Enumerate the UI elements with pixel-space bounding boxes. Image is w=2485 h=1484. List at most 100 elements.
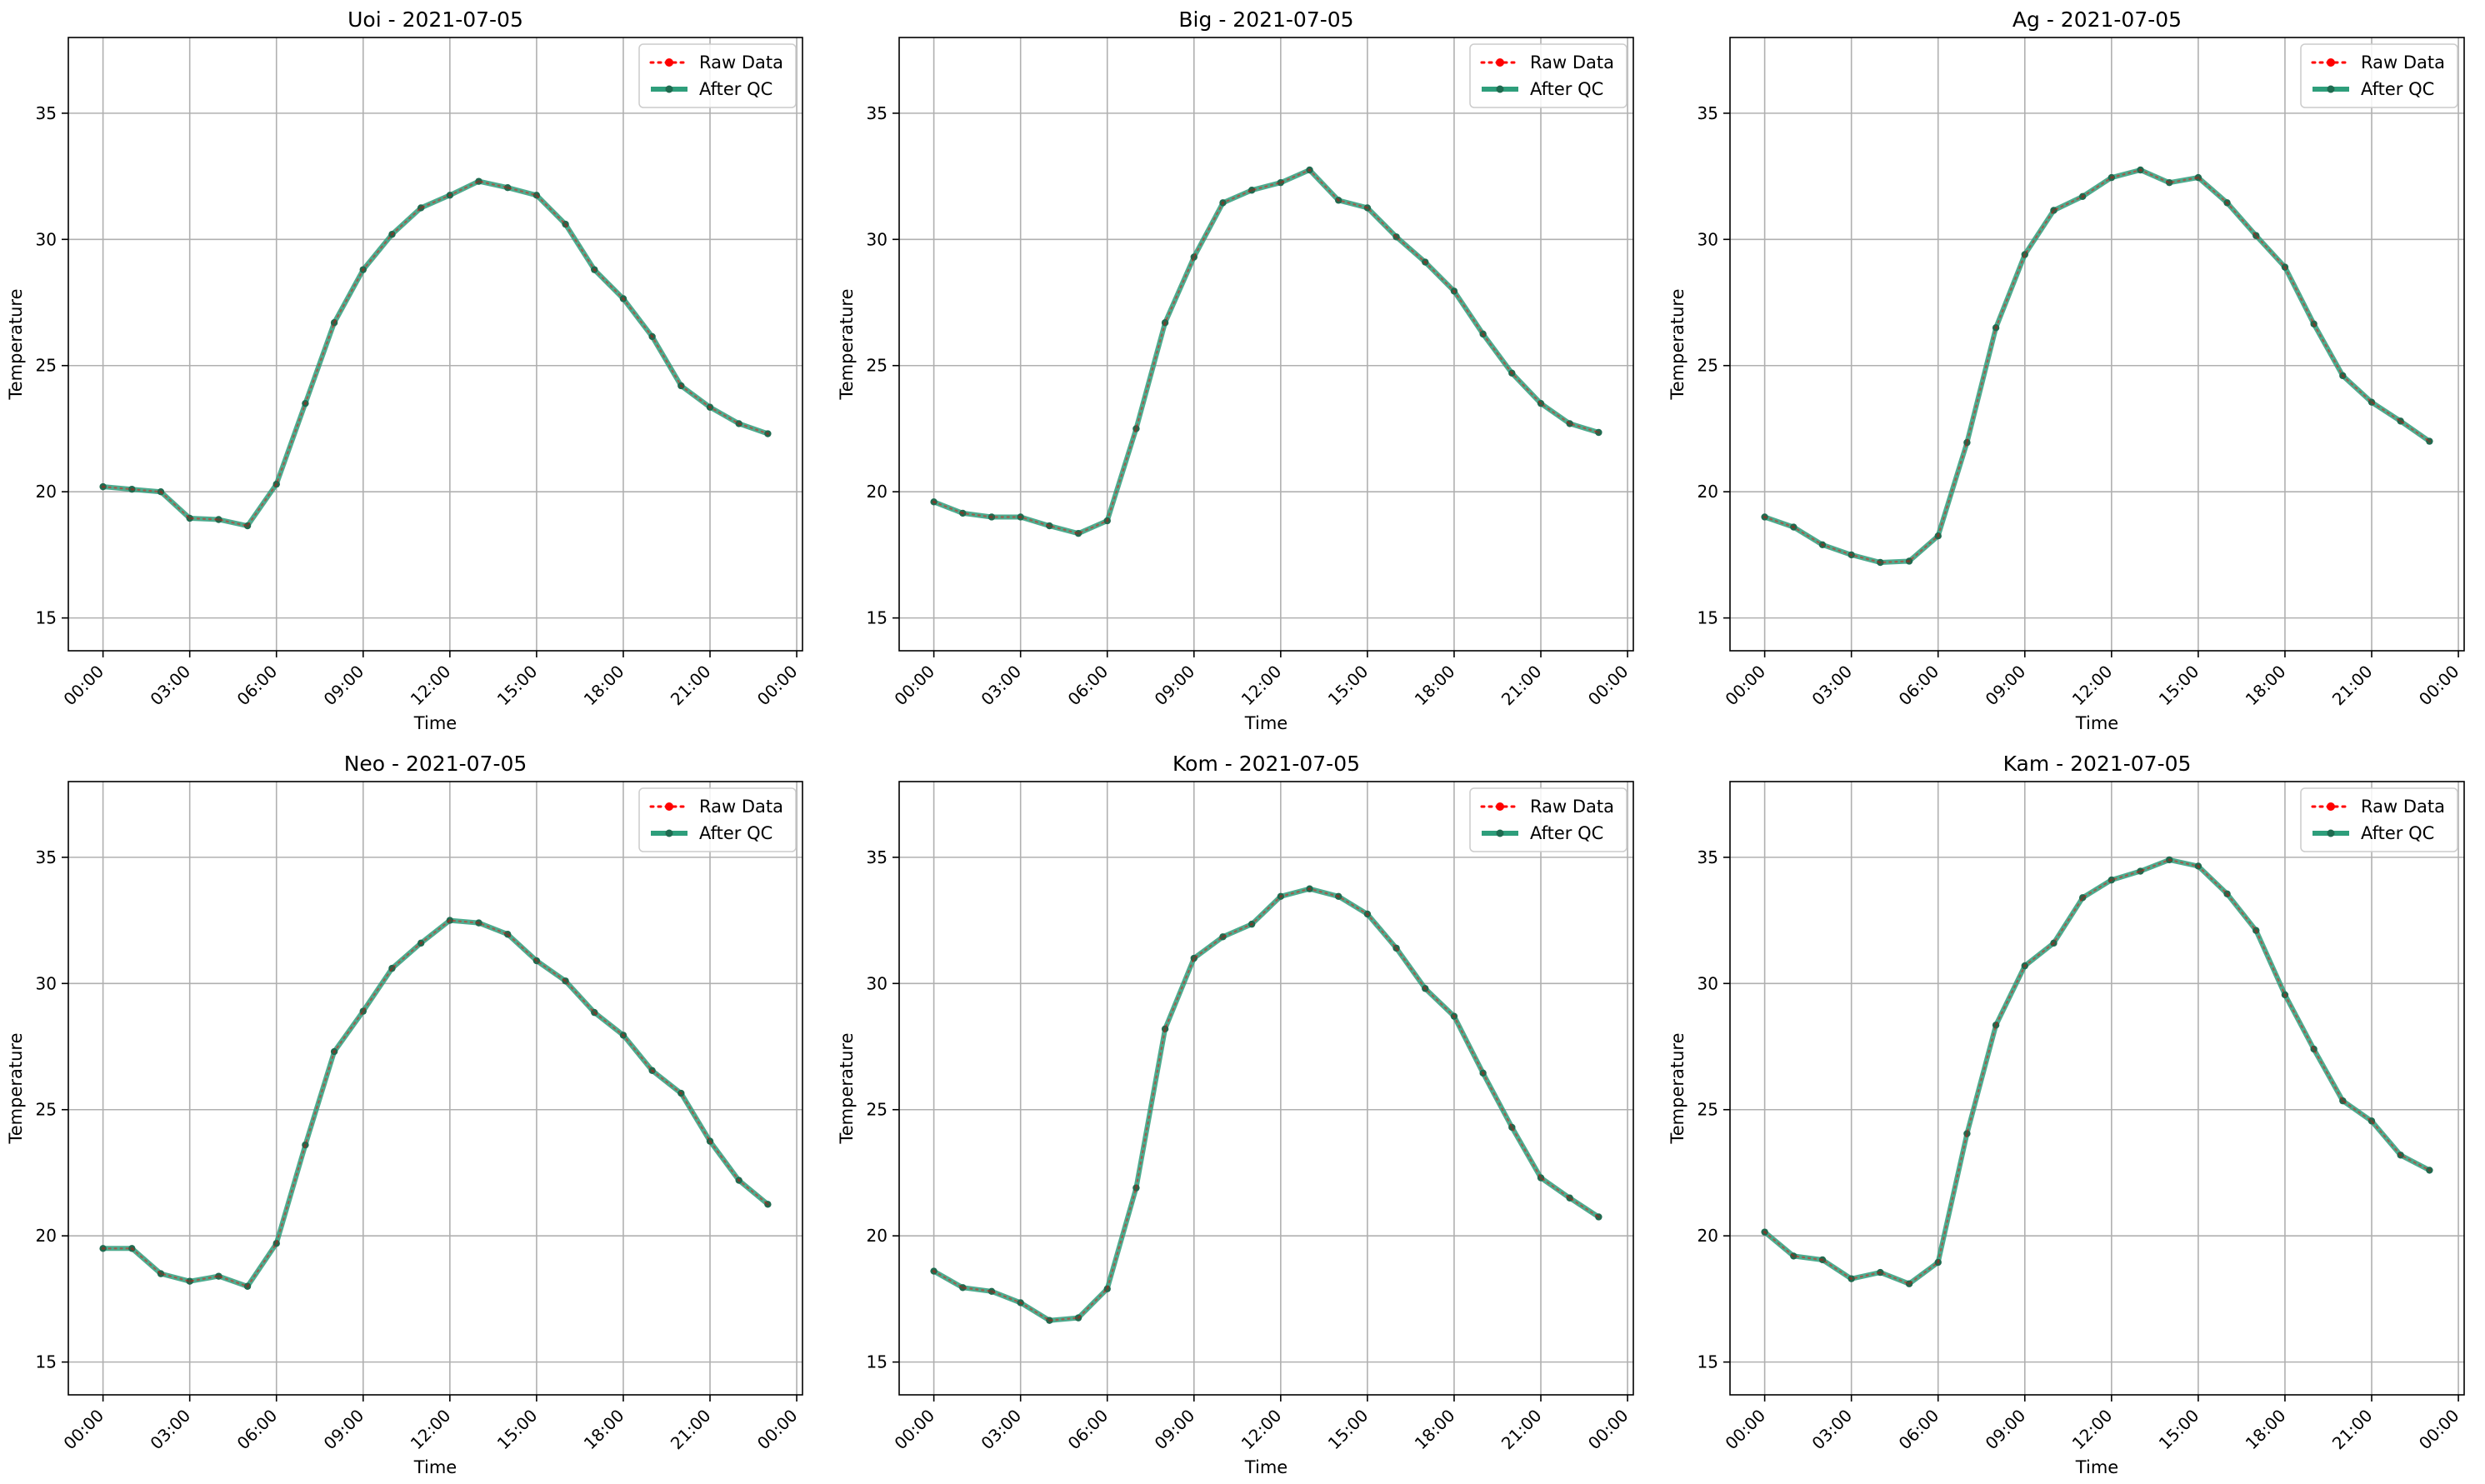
y-tick-label: 25 (867, 1100, 888, 1120)
y-tick-label: 30 (36, 229, 57, 249)
subplot-title: Kom - 2021-07-05 (1172, 752, 1360, 776)
raw-data-point (1568, 1196, 1572, 1200)
raw-data-point (1308, 887, 1312, 891)
raw-data-point (1965, 1132, 1969, 1136)
x-tick-label: 18:00 (1411, 662, 1459, 710)
raw-data-point (2168, 181, 2172, 184)
legend-qc-label: After QC (2361, 823, 2434, 843)
raw-data-point (1821, 1258, 1824, 1262)
raw-data-point (332, 1050, 336, 1053)
raw-data-point (961, 1286, 965, 1290)
raw-data-point (1279, 895, 1282, 898)
y-tick-label: 25 (1698, 1100, 1718, 1120)
axes-frame (68, 781, 803, 1396)
legend-qc-label: After QC (699, 823, 772, 843)
legend-qc-label: After QC (1530, 79, 1603, 99)
raw-data-point (1568, 422, 1572, 426)
raw-data-point (2428, 1168, 2432, 1172)
after-qc-line (1762, 857, 2432, 1287)
raw-data-point (737, 422, 741, 426)
raw-data-point (932, 500, 936, 504)
raw-data-point (1192, 957, 1196, 960)
y-tick-label: 15 (36, 1352, 57, 1372)
raw-data-point (1279, 181, 1282, 184)
legend-raw-label: Raw Data (1530, 52, 1614, 72)
x-tick-label: 21:00 (1498, 1406, 1546, 1454)
x-tick-label: 15:00 (2155, 1406, 2203, 1454)
after-qc-line (931, 167, 1602, 537)
raw-data-point (679, 1092, 683, 1095)
raw-data-point (159, 490, 162, 493)
x-tick-label: 06:00 (1895, 662, 1943, 710)
raw-data-point (2312, 322, 2316, 326)
grid (899, 37, 1633, 651)
x-tick-label: 06:00 (1895, 1406, 1943, 1454)
after-qc-line (1762, 167, 2432, 565)
series-raw-data (1762, 858, 2432, 1286)
raw-data-point (477, 179, 481, 183)
axes-frame (68, 37, 803, 652)
raw-data-point (2081, 896, 2084, 900)
x-tick-label: 15:00 (2155, 662, 2203, 710)
raw-data-point (961, 512, 965, 515)
raw-data-point (679, 384, 683, 387)
raw-data-point (506, 186, 510, 190)
raw-data-point (303, 402, 308, 405)
subplot-5: Kom - 2021-07-05 00:00 03:00 06:00 09:00 12:0… (837, 752, 1634, 1477)
raw-data-point (217, 1274, 221, 1278)
y-tick-label: 35 (36, 847, 57, 867)
raw-data-point (361, 1009, 365, 1013)
x-tick-label: 00:00 (890, 662, 938, 710)
grid (899, 782, 1633, 1395)
raw-data-point (448, 193, 452, 197)
raw-data-point (1481, 332, 1485, 336)
raw-data-point (990, 1290, 993, 1293)
subplot-4: Neo - 2021-07-05 00:00 03:00 06:00 09:00 12:0… (6, 752, 803, 1477)
y-tick-label: 15 (867, 608, 888, 628)
x-tick-label: 03:00 (1808, 662, 1856, 710)
raw-data-point (650, 1068, 654, 1072)
legend-raw-label: Raw Data (2361, 797, 2445, 817)
y-tick-label: 30 (1698, 229, 1718, 249)
y-tick-label: 20 (867, 1226, 888, 1246)
raw-data-point (990, 515, 993, 519)
y-tick-label: 30 (1698, 973, 1718, 993)
legend-raw-marker (665, 802, 673, 811)
legend-qc-marker (2327, 829, 2335, 837)
raw-data-point (2110, 176, 2113, 179)
legend: Raw Data After QC (1469, 43, 1628, 108)
y-axis-label: Temperature (837, 1032, 857, 1144)
raw-data-point (1077, 532, 1080, 535)
legend-qc-marker (2327, 85, 2335, 93)
y-tick-label: 20 (36, 482, 57, 502)
raw-data-point (390, 967, 394, 970)
raw-data-point (188, 517, 192, 520)
raw-data-point (1510, 1126, 1514, 1129)
raw-data-point (1481, 1072, 1485, 1075)
legend-qc-marker (1496, 829, 1504, 837)
grid (68, 37, 802, 651)
raw-data-point (1849, 1277, 1853, 1281)
raw-data-point (159, 1272, 162, 1276)
raw-data-point (622, 1033, 625, 1037)
raw-data-point (1994, 1023, 1998, 1027)
raw-data-point (1994, 326, 1998, 330)
raw-data-point (1018, 515, 1022, 519)
raw-data-point (2398, 1153, 2402, 1157)
raw-data-point (1452, 1014, 1456, 1018)
legend-qc-marker (665, 829, 673, 837)
y-axis-label: Temperature (6, 288, 26, 400)
y-tick-label: 20 (1698, 1226, 1718, 1246)
legend-qc-marker (1496, 85, 1504, 93)
raw-data-point (622, 297, 625, 301)
axes-frame (898, 37, 1634, 652)
x-tick-label: 00:00 (753, 1406, 802, 1454)
series-raw-data (932, 887, 1601, 1322)
x-tick-label: 03:00 (146, 1406, 194, 1454)
x-tick-label: 00:00 (2415, 1406, 2463, 1454)
raw-data-point (477, 921, 481, 925)
legend-raw-label: Raw Data (1530, 797, 1614, 817)
raw-data-point (2081, 195, 2084, 198)
x-axis-label: Time (413, 713, 457, 733)
